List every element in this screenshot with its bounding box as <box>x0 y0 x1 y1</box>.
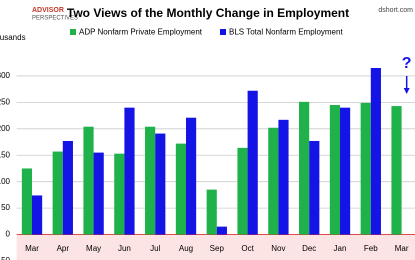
bar <box>278 119 289 235</box>
negative-region <box>16 234 415 260</box>
bar <box>124 107 135 235</box>
logo: PERSPECTIVES <box>32 16 78 22</box>
x-tick-label: Jun <box>118 244 131 253</box>
bar <box>237 147 248 235</box>
bar <box>93 152 104 235</box>
x-tick-label: Feb <box>364 244 378 253</box>
bar <box>268 127 279 235</box>
source: dshort.com <box>378 7 413 14</box>
x-tick-label: Dec <box>302 244 316 253</box>
bar <box>21 168 32 235</box>
y-tick-label: 100 <box>0 177 11 186</box>
x-tick-label: Aug <box>179 244 193 253</box>
annotation: ? <box>402 55 412 72</box>
bar <box>299 101 310 235</box>
bar <box>329 105 340 235</box>
bar <box>370 68 381 235</box>
y-tick-label: -50 <box>0 256 11 260</box>
bar <box>309 140 320 235</box>
bar <box>391 106 402 235</box>
bar <box>360 102 371 235</box>
bar <box>52 151 63 235</box>
bar <box>340 107 351 235</box>
bar <box>114 153 125 235</box>
y-tick-label: 200 <box>0 124 11 133</box>
bar <box>155 133 166 235</box>
x-tick-label: Oct <box>241 244 254 253</box>
bar <box>62 140 73 235</box>
y-tick-label: 250 <box>0 97 11 106</box>
bar <box>32 195 43 235</box>
legend-label: BLS Total Nonfarm Employment <box>229 28 343 37</box>
chart-title: Two Views of the Monthly Change in Emplo… <box>67 6 349 20</box>
x-tick-label: Sep <box>210 244 225 253</box>
x-tick-label: Jul <box>150 244 160 253</box>
bar <box>247 90 258 235</box>
y-axis-label: Thousands <box>0 33 26 42</box>
bar <box>216 226 227 235</box>
bar <box>175 143 186 235</box>
y-tick-label: 50 <box>1 203 10 212</box>
x-tick-label: Mar <box>395 244 409 253</box>
logo: ADVISOR <box>32 7 64 14</box>
x-tick-label: May <box>86 244 101 253</box>
legend-label: ADP Nonfarm Private Employment <box>79 28 203 37</box>
x-tick-label: Nov <box>271 244 285 253</box>
bar <box>186 117 197 235</box>
legend-swatch <box>220 29 226 35</box>
x-tick-label: Mar <box>25 244 39 253</box>
bar <box>206 189 217 235</box>
y-tick-label: 300 <box>0 71 11 80</box>
legend-swatch <box>70 29 76 35</box>
bar <box>83 126 94 235</box>
x-tick-label: Jan <box>334 244 347 253</box>
x-tick-label: Apr <box>57 244 70 253</box>
annotation-arrow <box>403 88 410 94</box>
y-tick-label: 0 <box>6 230 11 239</box>
y-tick-label: 150 <box>0 150 11 159</box>
bar <box>145 126 156 235</box>
